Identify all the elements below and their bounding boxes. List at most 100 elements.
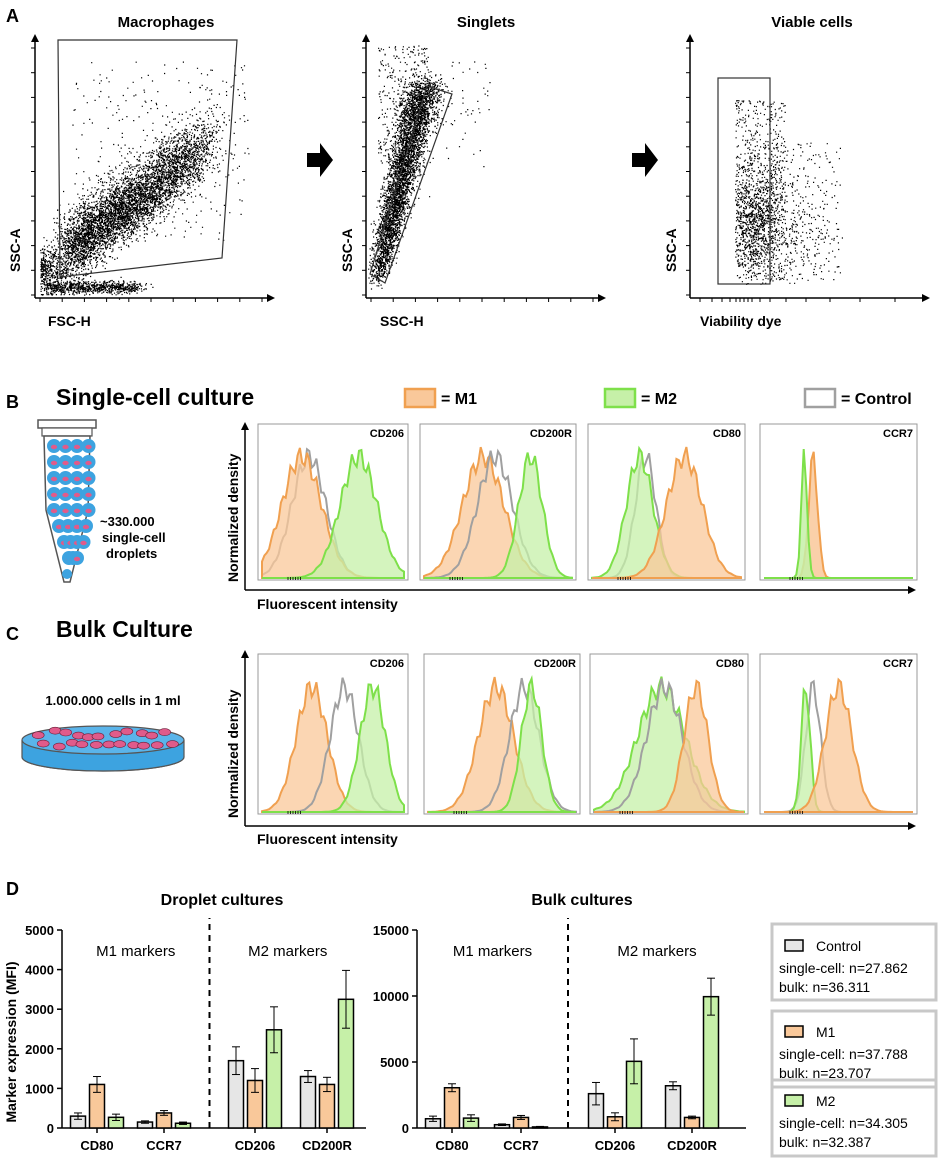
legend-swatch-m1 — [784, 1025, 804, 1038]
cell — [166, 740, 179, 748]
bar-x-tick-label: CD200R — [302, 1138, 352, 1153]
panel-a: Macrophages SSC-A FSC-H Singlets SSC-A S… — [7, 14, 930, 329]
cell — [62, 460, 69, 466]
legend-box-m2 — [770, 1078, 938, 1158]
gate-polygon — [57, 39, 238, 278]
cell — [53, 742, 66, 751]
cell — [82, 524, 90, 530]
panel-letter-c: C — [6, 624, 19, 644]
group-label-m2-markers: M2 markers — [617, 943, 696, 960]
dish-cells — [31, 726, 179, 751]
bar-chart-title-bulk: Bulk cultures — [531, 892, 632, 909]
cell — [62, 476, 69, 482]
cell — [150, 741, 164, 749]
plot-title-viable-cells: Viable cells — [771, 14, 852, 31]
cell — [55, 524, 63, 530]
scatter-dots — [40, 276, 154, 300]
histogram-marker-label: CD200R — [530, 428, 572, 440]
cell — [73, 476, 81, 482]
histogram-legend: = M1 = M2 = Control — [403, 387, 912, 409]
droplet — [62, 569, 72, 579]
cell — [73, 508, 81, 514]
cell — [113, 740, 127, 748]
droplet-label-2: single-cell — [102, 530, 166, 545]
cell — [73, 556, 81, 562]
x-axis-label: Fluorescent intensity — [257, 831, 398, 847]
cell — [73, 444, 81, 450]
legend-m1-bulk: bulk: n=23.707 — [779, 1065, 871, 1081]
bar-y-tick-label: 0 — [402, 1121, 409, 1136]
cell — [85, 492, 92, 498]
tube-cap — [37, 419, 97, 429]
panel-b-title: Single-cell culture — [56, 384, 254, 410]
arrow-right-icon — [632, 143, 658, 177]
y-axis-label: SSC-A — [339, 228, 355, 272]
legend-swatch-control — [803, 387, 837, 409]
legend-m1-single-cell: single-cell: n=37.788 — [779, 1046, 908, 1062]
axis-ticks — [362, 47, 594, 302]
cell — [137, 741, 150, 750]
bar-chart-droplet: 0 1000 2000 3000 4000 5000 CD80 CCR7 CD206 CD200R… — [25, 918, 366, 1153]
histogram-marker-label: CD206 — [370, 428, 404, 440]
plot-title-macrophages: Macrophages — [118, 14, 215, 31]
cell — [50, 492, 58, 498]
panel-letter-b: B — [6, 392, 19, 412]
histogram-marker-label: CD206 — [370, 658, 404, 670]
bar-x-tick-label: CCR7 — [503, 1138, 538, 1153]
histogram-row-bulk: CD206 CD200R CD80 CCR7 — [257, 653, 918, 815]
bar-y-tick-label: 0 — [47, 1121, 54, 1136]
panel-letter-a: A — [6, 6, 19, 26]
group-label-m1-markers: M1 markers — [453, 943, 532, 960]
dish-label: 1.000.000 cells in 1 ml — [45, 693, 180, 708]
legend-label-m1: = M1 — [441, 391, 477, 408]
legend-m2: M2 — [816, 1093, 836, 1109]
x-axis-label: SSC-H — [380, 313, 424, 329]
scatter-dots — [735, 143, 843, 285]
legend-swatch-m2 — [603, 387, 637, 409]
culture-dish-illustration — [21, 725, 185, 772]
cell — [102, 740, 116, 749]
bar-y-tick-label: 2000 — [25, 1042, 54, 1057]
scatter-points — [368, 45, 491, 290]
bar-x-tick-label: CD80 — [80, 1138, 113, 1153]
bar-y-tick-label: 10000 — [373, 989, 409, 1004]
droplet-label-3: droplets — [106, 546, 157, 561]
cell — [73, 524, 81, 530]
y-axis-label: SSC-A — [7, 228, 23, 272]
cell — [85, 460, 92, 466]
legend-control-single-cell: single-cell: n=27.862 — [779, 960, 908, 976]
bar-x-tick-label: CD80 — [435, 1138, 468, 1153]
bar-chart-bulk: 0 5000 10000 15000 CD80 CCR7 CD206 CD200R M1 mar… — [373, 918, 746, 1153]
scatter-dots — [770, 142, 841, 281]
cell — [145, 731, 158, 740]
bar-chart-title-droplet: Droplet cultures — [161, 892, 284, 909]
bar-y-tick-label: 3000 — [25, 1002, 54, 1017]
cell — [85, 444, 92, 450]
bar-x-tick-label: CCR7 — [146, 1138, 181, 1153]
droplet-tube-illustration — [37, 419, 97, 583]
droplet-label-1: ~330.000 — [100, 514, 155, 529]
scatter-plot-singlets: Singlets SSC-A SSC-H — [339, 14, 606, 329]
bar-y-axis-label: Marker expression (MFI) — [3, 961, 19, 1122]
tube-rim — [41, 427, 93, 437]
scatter-dots — [378, 45, 429, 167]
cell — [90, 741, 103, 749]
y-axis-label: Normalized density — [225, 689, 241, 818]
histogram-frame — [759, 423, 918, 581]
legend-control-bulk: bulk: n=36.311 — [779, 979, 870, 995]
cell — [62, 492, 69, 498]
scatter-dots — [40, 236, 75, 296]
bar-y-tick-label: 5000 — [25, 923, 54, 938]
scatter-plot-viable-cells: Viable cells SSC-A Viability dye — [663, 14, 930, 329]
scatter-plot-macrophages: Macrophages SSC-A FSC-H — [7, 14, 275, 329]
histogram-curve-m2 — [764, 449, 913, 579]
histogram-curve-m2 — [262, 683, 405, 813]
cell — [73, 492, 81, 498]
legend-swatch-m2 — [784, 1094, 804, 1107]
legend-swatch-m1 — [403, 387, 437, 409]
cell — [64, 524, 72, 530]
cell — [50, 476, 58, 482]
cell — [73, 460, 81, 466]
histogram-marker-label: CD200R — [534, 658, 576, 670]
cell — [50, 460, 58, 466]
